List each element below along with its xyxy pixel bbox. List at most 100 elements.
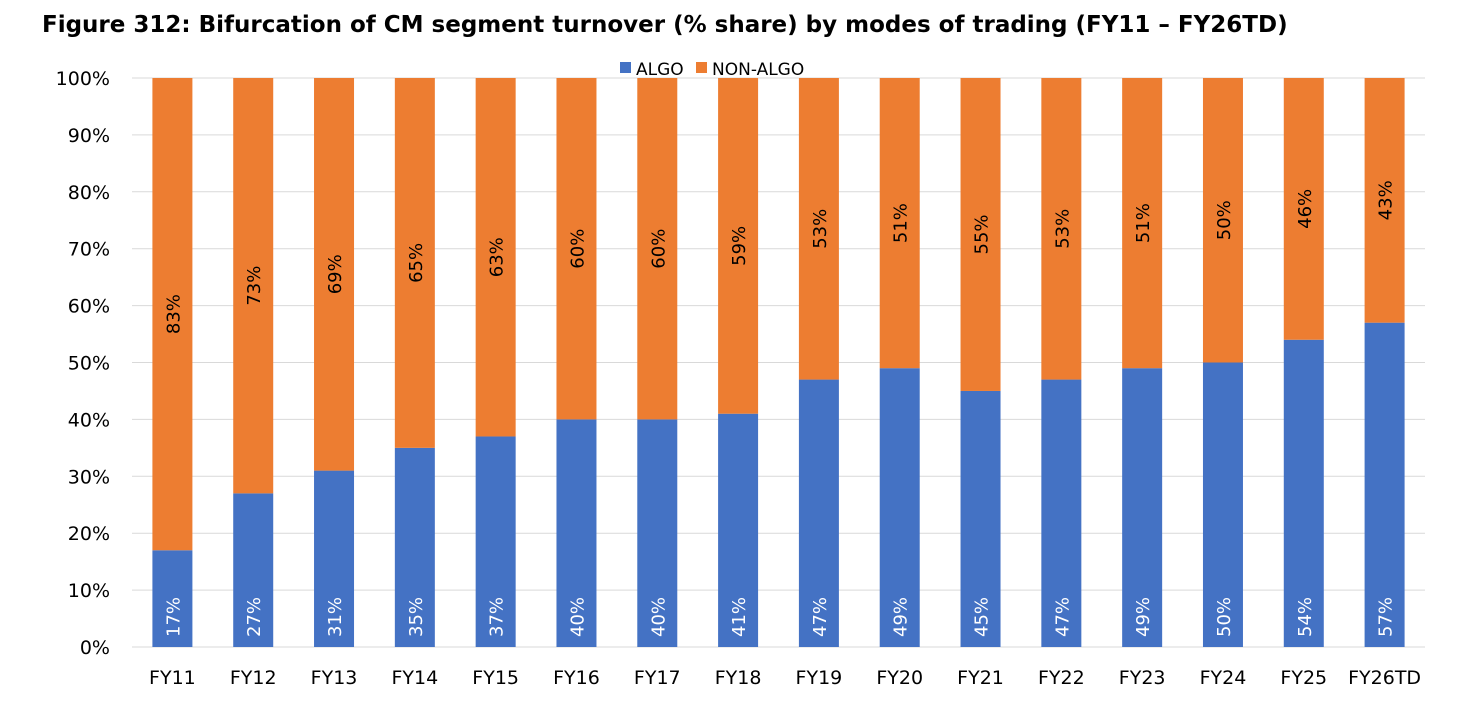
- data-label-non-algo: 59%: [729, 226, 750, 266]
- bar-algo-fy18: [718, 413, 759, 647]
- y-tick-label: 10%: [68, 580, 110, 602]
- x-tick-label: FY13: [311, 667, 358, 689]
- bar-non-algo-fy22: [1041, 78, 1082, 380]
- x-tick-label: FY15: [472, 667, 519, 689]
- data-label-non-algo: 83%: [163, 294, 184, 334]
- data-label-algo: 47%: [1052, 597, 1073, 637]
- data-label-algo: 27%: [244, 597, 265, 637]
- x-tick-label: FY12: [230, 667, 277, 689]
- bar-non-algo-fy21: [960, 78, 1001, 391]
- data-label-non-algo: 73%: [244, 266, 265, 306]
- data-label-non-algo: 51%: [1133, 203, 1154, 243]
- x-tick-label: FY16: [553, 667, 600, 689]
- data-label-non-algo: 53%: [1052, 209, 1073, 249]
- legend-swatch-non-algo: [696, 62, 707, 73]
- bar-algo-fy17: [637, 419, 678, 647]
- data-label-non-algo: 60%: [567, 229, 588, 269]
- data-label-algo: 50%: [1214, 597, 1235, 637]
- data-label-non-algo: 50%: [1214, 200, 1235, 240]
- x-tick-label: FY17: [634, 667, 681, 689]
- data-label-algo: 49%: [1133, 597, 1154, 637]
- y-tick-label: 20%: [68, 523, 110, 545]
- x-tick-label: FY11: [149, 667, 196, 689]
- bar-non-algo-fy13: [314, 78, 355, 471]
- bar-algo-fy16: [556, 419, 597, 647]
- data-label-non-algo: 51%: [891, 203, 912, 243]
- bar-algo-fy13: [314, 470, 355, 647]
- data-label-algo: 31%: [325, 597, 346, 637]
- bar-non-algo-fy25: [1283, 78, 1324, 340]
- y-tick-label: 30%: [68, 466, 110, 488]
- bar-non-algo-fy15: [475, 78, 516, 437]
- y-tick-label: 80%: [68, 182, 110, 204]
- x-tick-label: FY26TD: [1348, 667, 1421, 689]
- bar-non-algo-fy24: [1202, 78, 1243, 363]
- x-tick-label: FY24: [1200, 667, 1247, 689]
- bar-non-algo-fy19: [798, 78, 839, 380]
- data-label-non-algo: 69%: [325, 254, 346, 294]
- data-label-non-algo: 43%: [1376, 180, 1397, 220]
- x-tick-label: FY20: [876, 667, 923, 689]
- y-tick-label: 0%: [80, 637, 110, 659]
- data-label-algo: 37%: [487, 597, 508, 637]
- x-tick-label: FY14: [391, 667, 438, 689]
- bar-non-algo-fy12: [233, 78, 274, 494]
- bar-non-algo-fy17: [637, 78, 678, 420]
- data-label-algo: 47%: [810, 597, 831, 637]
- bar-non-algo-fy18: [718, 78, 759, 414]
- data-label-non-algo: 63%: [487, 237, 508, 277]
- legend: ALGO NON-ALGO: [620, 60, 804, 80]
- bar-non-algo-fy11: [152, 78, 193, 551]
- bar-algo-fy15: [475, 436, 516, 647]
- data-label-algo: 54%: [1295, 597, 1316, 637]
- y-tick-label: 100%: [56, 68, 110, 90]
- legend-label-algo: ALGO: [636, 60, 684, 80]
- x-tick-label: FY18: [715, 667, 762, 689]
- x-tick-label: FY23: [1119, 667, 1166, 689]
- bar-algo-fy21: [960, 390, 1001, 647]
- x-tick-label: FY21: [957, 667, 1004, 689]
- bar-algo-fy20: [879, 368, 920, 647]
- y-tick-label: 50%: [68, 353, 110, 375]
- bar-algo-fy19: [798, 379, 839, 647]
- y-tick-label: 40%: [68, 409, 110, 431]
- legend-swatch-algo: [620, 62, 631, 73]
- bar-algo-fy26td: [1364, 322, 1405, 647]
- x-tick-label: FY25: [1280, 667, 1327, 689]
- data-label-non-algo: 55%: [972, 214, 993, 254]
- bar-algo-fy22: [1041, 379, 1082, 647]
- bar-algo-fy25: [1283, 339, 1324, 647]
- data-label-algo: 45%: [972, 597, 993, 637]
- bar-non-algo-fy14: [394, 78, 435, 448]
- x-tick-label: FY19: [796, 667, 843, 689]
- bar-non-algo-fy20: [879, 78, 920, 369]
- data-label-algo: 35%: [406, 597, 427, 637]
- data-label-non-algo: 53%: [810, 209, 831, 249]
- data-label-non-algo: 46%: [1295, 189, 1316, 229]
- y-tick-label: 60%: [68, 296, 110, 318]
- bar-non-algo-fy23: [1122, 78, 1163, 369]
- bar-non-algo-fy26td: [1364, 78, 1405, 323]
- bar-algo-fy14: [394, 447, 435, 647]
- data-label-algo: 40%: [648, 597, 669, 637]
- legend-label-non-algo: NON-ALGO: [712, 60, 804, 80]
- chart-title: Figure 312: Bifurcation of CM segment tu…: [42, 12, 1288, 38]
- data-label-algo: 49%: [891, 597, 912, 637]
- y-tick-label: 90%: [68, 125, 110, 147]
- bar-algo-fy24: [1202, 362, 1243, 647]
- data-label-non-algo: 65%: [406, 243, 427, 283]
- data-label-algo: 40%: [567, 597, 588, 637]
- x-tick-label: FY22: [1038, 667, 1085, 689]
- bar-algo-fy11: [152, 550, 193, 647]
- y-tick-label: 70%: [68, 239, 110, 261]
- data-label-algo: 17%: [163, 597, 184, 637]
- data-label-algo: 57%: [1376, 597, 1397, 637]
- data-label-algo: 41%: [729, 597, 750, 637]
- bar-algo-fy23: [1122, 368, 1163, 647]
- bar-non-algo-fy16: [556, 78, 597, 420]
- bars: 17% 83% 27% 73% 31% 69% 35% 65% 37% 63% 40% 60% 40% 6…: [152, 78, 1405, 647]
- data-label-non-algo: 60%: [648, 229, 669, 269]
- bar-algo-fy12: [233, 493, 274, 647]
